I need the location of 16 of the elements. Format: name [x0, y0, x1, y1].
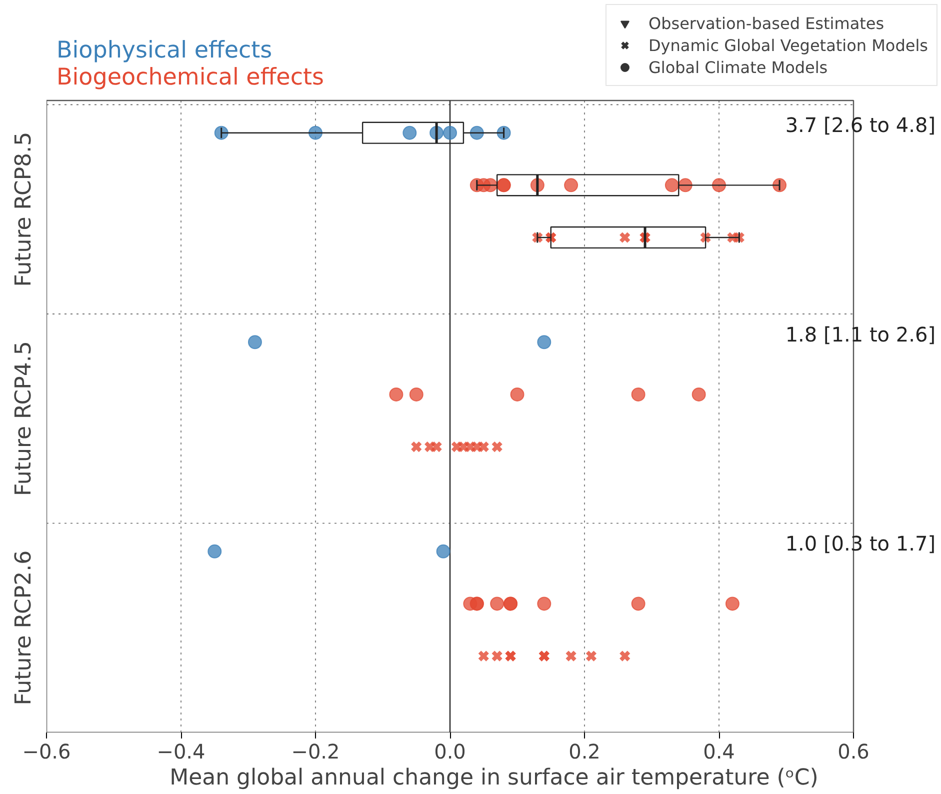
x-tick-label: 0.4: [703, 740, 735, 764]
y-tick-label: Future RCP2.6: [12, 550, 36, 706]
legend-label: Observation-based Estimates: [648, 14, 884, 32]
x-tick-label: 0.2: [568, 740, 600, 764]
y-tick-label: Future RCP8.5: [12, 132, 36, 287]
x-tick-label: −0.6: [22, 740, 71, 764]
legend-label: Dynamic Global Vegetation Models: [648, 36, 928, 54]
text: Biophysical effects: [56, 38, 272, 64]
x-tick-label: −0.2: [291, 740, 340, 764]
x-tick-label: 0.6: [838, 740, 870, 764]
y-tick-label: Future RCP4.5: [12, 341, 36, 496]
x-tick-label: 0.0: [434, 740, 466, 764]
x-axis-title: Mean global annual change in surface air temperature (ᵒC): [170, 766, 818, 790]
legend-label: Global Climate Models: [648, 58, 828, 76]
text: Biogeochemical effects: [56, 64, 324, 90]
x-tick-label: −0.4: [156, 740, 206, 764]
